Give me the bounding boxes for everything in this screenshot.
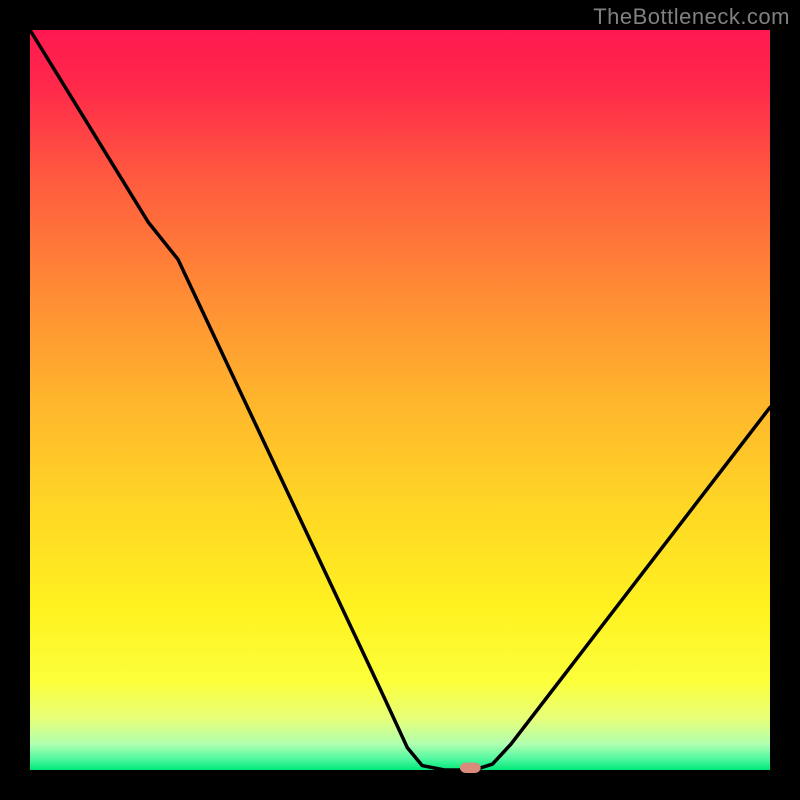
- chart-background: [30, 30, 770, 770]
- chart-container: TheBottleneck.com: [0, 0, 800, 800]
- bottleneck-curve-chart: [0, 0, 800, 800]
- watermark-text: TheBottleneck.com: [593, 4, 790, 30]
- optimal-point-marker: [460, 763, 481, 773]
